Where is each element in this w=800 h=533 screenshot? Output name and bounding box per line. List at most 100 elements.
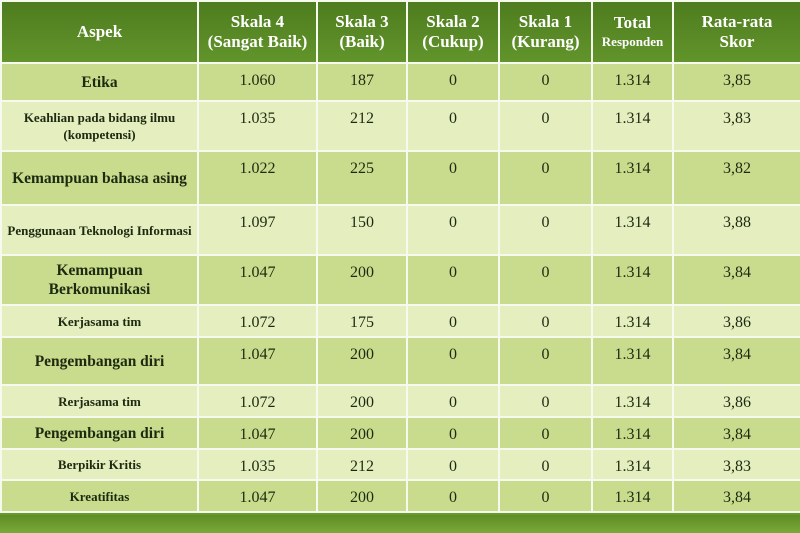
table-row: Kerjasama tim 1.072 175 0 0 1.314 3,86 [0,304,800,338]
header-rata: Rata-rata Skor [672,0,800,64]
header-skala3-line1: Skala 3 [335,12,389,31]
cell-total: 1.314 [591,62,674,102]
header-skala4: Skala 4 (Sangat Baik) [197,0,318,64]
table-row: Berpikir Kritis 1.035 212 0 0 1.314 3,83 [0,448,800,481]
cell-skala2: 0 [406,448,500,481]
cell-skala4: 1.097 [197,204,318,256]
header-skala2-line1: Skala 2 [426,12,480,31]
header-aspek-label: Aspek [76,22,123,41]
cell-skala3: 200 [316,416,408,450]
cell-rata: 3,84 [672,416,800,450]
cell-aspek: Berpikir Kritis [0,448,199,481]
cell-skala1: 0 [498,448,593,481]
cell-rata: 3,82 [672,150,800,206]
cell-rata: 3,84 [672,336,800,386]
cell-skala4: 1.060 [197,62,318,102]
cell-skala4: 1.047 [197,416,318,450]
cell-skala3: 212 [316,448,408,481]
header-aspek: Aspek [0,0,199,64]
cell-skala2: 0 [406,384,500,418]
header-skala3: Skala 3 (Baik) [316,0,408,64]
cell-total: 1.314 [591,304,674,338]
cell-skala3: 225 [316,150,408,206]
table-row: Kreatifitas 1.047 200 0 0 1.314 3,84 [0,479,800,513]
cell-aspek: Pengembangan diri [0,416,199,450]
cell-skala1: 0 [498,254,593,306]
cell-skala1: 0 [498,100,593,152]
cell-skala2: 0 [406,100,500,152]
cell-skala4: 1.047 [197,254,318,306]
cell-skala3: 200 [316,336,408,386]
cell-rata: 3,84 [672,254,800,306]
cell-skala1: 0 [498,336,593,386]
cell-total: 1.314 [591,479,674,513]
header-skala3-line2: (Baik) [339,32,385,51]
cell-skala2: 0 [406,479,500,513]
cell-skala1: 0 [498,150,593,206]
cell-total: 1.314 [591,416,674,450]
cell-rata: 3,83 [672,100,800,152]
cell-aspek: Kreatifitas [0,479,199,513]
cell-aspek: Keahlian pada bidang ilmu (kompetensi) [0,100,199,152]
cell-skala2: 0 [406,62,500,102]
header-skala1-line1: Skala 1 [518,12,573,31]
cell-total: 1.314 [591,384,674,418]
cell-skala1: 0 [498,62,593,102]
table-row: Kemampuan bahasa asing 1.022 225 0 0 1.3… [0,150,800,206]
cell-skala2: 0 [406,304,500,338]
cell-skala2: 0 [406,204,500,256]
cell-aspek: Pengembangan diri [0,336,199,386]
header-rata-line1: Rata-rata [701,12,773,31]
cell-skala4: 1.072 [197,384,318,418]
cell-skala1: 0 [498,479,593,513]
cell-skala4: 1.035 [197,448,318,481]
cell-skala3: 200 [316,479,408,513]
cell-rata: 3,86 [672,384,800,418]
cell-rata: 3,86 [672,304,800,338]
cell-rata: 3,88 [672,204,800,256]
cell-total: 1.314 [591,204,674,256]
cell-rata: 3,85 [672,62,800,102]
cell-skala2: 0 [406,336,500,386]
cell-skala3: 175 [316,304,408,338]
cell-skala3: 150 [316,204,408,256]
table-row: Etika 1.060 187 0 0 1.314 3,85 [0,62,800,102]
cell-skala1: 0 [498,384,593,418]
cell-skala2: 0 [406,416,500,450]
table-row: Penggunaan Teknologi Informasi 1.097 150… [0,204,800,256]
assessment-table: Aspek Skala 4 (Sangat Baik) Skala 3 (Baik)… [0,0,800,513]
header-skala1: Skala 1 (Kurang) [498,0,593,64]
cell-skala3: 200 [316,254,408,306]
header-total-line1: Total [613,12,652,32]
table-row: Rerjasama tim 1.072 200 0 0 1.314 3,86 [0,384,800,418]
cell-skala1: 0 [498,304,593,338]
cell-skala2: 0 [406,150,500,206]
cell-aspek: Kemampuan bahasa asing [0,150,199,206]
header-skala4-line2: (Sangat Baik) [207,32,308,51]
cell-aspek: Penggunaan Teknologi Informasi [0,204,199,256]
cell-skala4: 1.035 [197,100,318,152]
header-total: Total Responden [591,0,674,64]
header-skala2-line2: (Cukup) [422,32,484,51]
header-total-line2: Responden [601,33,664,49]
table-body: Etika 1.060 187 0 0 1.314 3,85 Keahlian … [0,62,800,513]
table-row: Keahlian pada bidang ilmu (kompetensi) 1… [0,100,800,152]
cell-aspek: Kemampuan Berkomunikasi [0,254,199,306]
header-skala4-line1: Skala 4 [230,12,285,31]
cell-aspek: Kerjasama tim [0,304,199,338]
cell-skala1: 0 [498,204,593,256]
cell-skala4: 1.047 [197,336,318,386]
table-header: Aspek Skala 4 (Sangat Baik) Skala 3 (Baik)… [0,0,800,64]
cell-total: 1.314 [591,254,674,306]
footer-bar [0,515,800,533]
cell-aspek: Rerjasama tim [0,384,199,418]
cell-skala3: 200 [316,384,408,418]
header-skala1-line2: (Kurang) [511,32,580,51]
cell-skala4: 1.047 [197,479,318,513]
table-row: Pengembangan diri 1.047 200 0 0 1.314 3,… [0,416,800,450]
header-rata-line2: Skor [719,32,755,51]
cell-total: 1.314 [591,448,674,481]
cell-total: 1.314 [591,100,674,152]
header-skala2: Skala 2 (Cukup) [406,0,500,64]
cell-skala4: 1.072 [197,304,318,338]
